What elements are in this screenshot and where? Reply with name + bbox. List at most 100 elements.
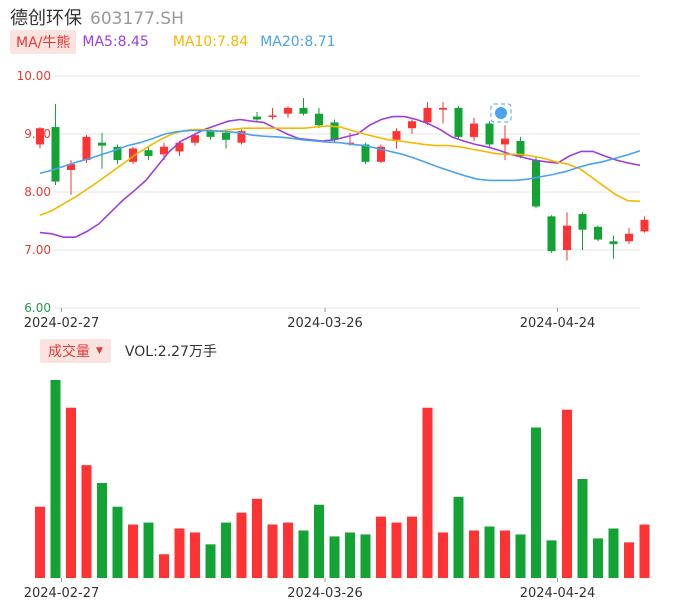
- volume-bar: [515, 534, 526, 578]
- ma20-line: [39, 129, 641, 182]
- volume-x-tick-label: 2024-02-27: [24, 586, 100, 601]
- candle-body: [268, 115, 277, 117]
- volume-bar: [500, 530, 510, 578]
- volume-bar: [252, 498, 262, 578]
- volume-bar: [391, 522, 402, 578]
- volume-bar: [97, 482, 107, 578]
- candle: [82, 135, 91, 163]
- volume-indicator-label: 成交量: [48, 344, 90, 360]
- volume-bar: [577, 479, 588, 578]
- candle: [98, 132, 106, 169]
- candle-body: [532, 160, 540, 207]
- price-y-tick-label: 10.00: [17, 69, 51, 83]
- candle: [299, 98, 308, 116]
- candle-body: [299, 107, 308, 114]
- candle: [377, 144, 385, 163]
- candle-body: [284, 107, 292, 114]
- volume-bar: [376, 516, 386, 578]
- candle-body: [594, 226, 602, 240]
- volume-bar: [639, 524, 650, 578]
- candle-body: [175, 142, 184, 152]
- volume-bar: [608, 528, 619, 578]
- candle-body: [36, 128, 44, 145]
- candle-body: [392, 131, 401, 140]
- candle: [144, 145, 153, 161]
- volume-bar: [205, 544, 216, 578]
- candle: [439, 102, 447, 124]
- candle: [284, 106, 292, 118]
- stock-code: 603177.SH: [90, 9, 184, 29]
- candles: [36, 98, 649, 261]
- candle-body: [470, 123, 478, 137]
- price-grid: [54, 75, 640, 309]
- candle: [315, 107, 323, 129]
- candle-body: [516, 140, 525, 157]
- volume-x-axis: 2024-02-27 2024-03-26 2024-04-24: [24, 578, 595, 601]
- volume-bar: [267, 524, 278, 578]
- volume-bar: [360, 534, 371, 578]
- ma5-label: MA5:8.45: [82, 34, 149, 50]
- candle-body: [330, 122, 339, 140]
- candle: [454, 106, 463, 139]
- volume-bar: [283, 522, 293, 578]
- stock-header: 德创环保 603177.SH: [10, 4, 184, 29]
- volume-x-tick-label: 2024-03-26: [287, 586, 363, 601]
- volume-bar: [407, 516, 417, 578]
- volume-bars: [35, 380, 650, 578]
- ma10-label: MA10:7.84: [172, 34, 249, 50]
- candle-body: [160, 146, 168, 155]
- candle: [640, 216, 649, 233]
- candle-body: [361, 144, 370, 162]
- price-y-tick-label: 6.00: [24, 301, 51, 315]
- candle-body: [129, 148, 137, 162]
- volume-bar: [314, 504, 324, 578]
- candle-body: [67, 164, 75, 170]
- candle: [51, 103, 60, 186]
- stock-name: 德创环保: [10, 8, 82, 29]
- candle: [563, 212, 571, 261]
- candle-body: [144, 150, 153, 157]
- candle-body: [98, 142, 106, 146]
- volume-bar: [35, 506, 45, 578]
- ma-indicator-tag[interactable]: MA/牛熊: [10, 30, 77, 54]
- candle: [609, 235, 618, 259]
- candle-body: [501, 138, 509, 145]
- candle-body: [315, 113, 323, 126]
- volume-bar: [66, 407, 76, 578]
- candle-body: [578, 214, 587, 230]
- info-badge-icon: [495, 107, 507, 119]
- volume-bar: [546, 540, 557, 578]
- candle: [253, 111, 261, 123]
- volume-bar: [236, 512, 247, 578]
- candle-body: [253, 116, 261, 120]
- volume-bar: [438, 532, 448, 578]
- price-y-tick-label: 8.00: [24, 185, 51, 199]
- event-marker-frame: [490, 103, 512, 123]
- candle: [67, 160, 75, 195]
- volume-bar: [624, 542, 634, 578]
- ma10-line: [39, 125, 641, 216]
- candle-body: [191, 135, 199, 143]
- volume-bar: [422, 407, 433, 578]
- candle: [408, 119, 416, 134]
- candle-body: [609, 241, 618, 245]
- candle-body: [625, 233, 633, 242]
- candle: [237, 129, 246, 145]
- candle: [268, 107, 277, 120]
- volume-indicator-dropdown[interactable]: 成交量 ▼: [40, 339, 111, 363]
- ma5-line: [39, 115, 641, 238]
- price-x-tick-label: 2024-03-26: [287, 316, 363, 331]
- candle: [594, 225, 602, 242]
- volume-bar: [484, 526, 495, 578]
- candle: [36, 127, 44, 149]
- candle-body: [206, 131, 215, 137]
- volume-bar: [329, 536, 340, 578]
- candle-body: [377, 146, 385, 162]
- volume-bar: [190, 532, 200, 578]
- candle-body: [222, 132, 230, 140]
- event-marker[interactable]: [490, 103, 512, 123]
- price-x-tick-label: 2024-04-24: [520, 316, 596, 331]
- volume-bar: [81, 465, 92, 578]
- volume-bar: [159, 554, 169, 578]
